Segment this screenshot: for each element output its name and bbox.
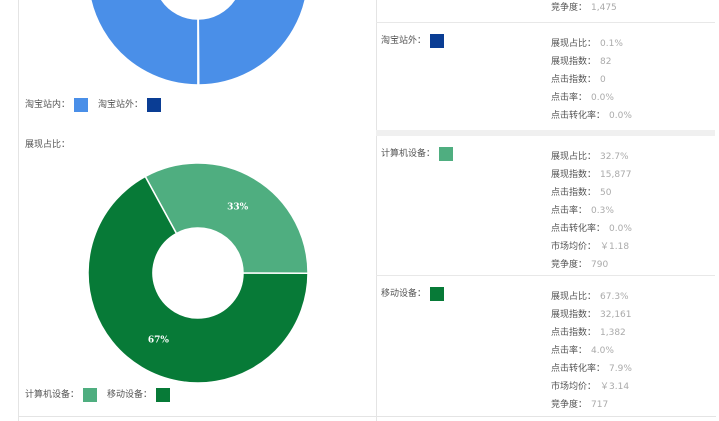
legend-mobile[interactable]: 移动设备： <box>107 387 171 402</box>
legend-label: 淘宝站内： <box>25 100 71 110</box>
stat-value: 0.3% <box>591 206 614 216</box>
stats-row: 移动设备： 展现占比： 67.3% 展现指数： 32,161 点击指数： 1,382 点击率：… <box>376 275 715 417</box>
stat-key: 点击转化率： <box>551 364 606 374</box>
stat-item: 竞争度： 717 <box>551 396 632 414</box>
stat-value: 1,382 <box>600 328 626 338</box>
stat-item: 展现占比： 0.1% <box>551 35 632 53</box>
stat-key: 竞争度： <box>551 3 588 13</box>
stat-key: 展现占比： <box>551 152 597 162</box>
bottom-border <box>18 416 716 417</box>
stat-item: 点击指数： 0 <box>551 71 632 89</box>
stat-item: 展现指数： 32,161 <box>551 306 632 324</box>
stat-value: 1,475 <box>591 3 617 13</box>
stat-key: 展现占比： <box>551 39 597 49</box>
row-label-text: 淘宝站外： <box>381 36 427 46</box>
row-label: 移动设备： <box>381 286 445 301</box>
stat-value: ￥1.18 <box>600 242 630 252</box>
stat-key: 展现指数： <box>551 170 597 180</box>
stat-key: 展现指数： <box>551 310 597 320</box>
stat-item: 展现指数： 82 <box>551 53 632 71</box>
stat-value: 7.9% <box>609 364 632 374</box>
legend-swatch <box>83 387 98 402</box>
stat-key: 点击率： <box>551 206 588 216</box>
legend-label: 移动设备： <box>107 390 153 400</box>
panel-border <box>18 0 19 421</box>
stat-item: 点击转化率： 0.0% <box>551 107 632 125</box>
legend-label: 淘宝站外： <box>98 100 144 110</box>
row-label-text: 移动设备： <box>381 289 427 299</box>
stat-item: 点击率： 0.3% <box>551 202 632 220</box>
legend-label: 计算机设备： <box>25 390 80 400</box>
stat-item: 展现占比： 32.7% <box>551 148 632 166</box>
chart-title: 展现占比： <box>25 140 71 150</box>
panel-divider <box>376 0 377 421</box>
stat-value: 32,161 <box>600 310 632 320</box>
stat-key: 点击指数： <box>551 328 597 338</box>
legend-taobao-out[interactable]: 淘宝站外： <box>98 97 162 112</box>
charts-svg: 33% 67% <box>87 0 309 384</box>
stat-item: 点击率： 0.0% <box>551 89 632 107</box>
stat-item: 展现指数： 15,877 <box>551 166 632 184</box>
color-swatch <box>430 286 445 301</box>
device-donut-chart: 33% 67% <box>87 162 309 384</box>
stat-item: 展现占比： 67.3% <box>551 288 632 306</box>
stat-value: 0 <box>600 75 606 85</box>
stat-value: 717 <box>591 400 609 410</box>
legend-taobao-in[interactable]: 淘宝站内： <box>25 97 89 112</box>
stat-value: 0.1% <box>600 39 623 49</box>
row-label-text: 计算机设备： <box>381 149 436 159</box>
stat-key: 点击转化率： <box>551 224 606 234</box>
stat-key: 点击率： <box>551 346 588 356</box>
stats-row: 淘宝站外： 展现占比： 0.1% 展现指数： 82 点击指数： 0 点击率： 0.0% 点击转化率… <box>376 22 715 131</box>
stat-value: 790 <box>591 260 609 270</box>
channel-donut-chart <box>90 0 306 86</box>
legend-swatch <box>156 387 171 402</box>
stat-value: 0.0% <box>609 224 632 234</box>
stat-key: 竞争度： <box>551 260 588 270</box>
stats-row: 竞争度： 1,475 <box>376 0 715 13</box>
stat-key: 市场均价： <box>551 382 597 392</box>
stat-key: 展现占比： <box>551 292 597 302</box>
stat-item: 点击率： 4.0% <box>551 342 632 360</box>
stat-item: 点击指数： 50 <box>551 184 632 202</box>
stat-key: 点击指数： <box>551 188 597 198</box>
stat-item: 市场均价： ￥3.14 <box>551 378 632 396</box>
stat-item: 点击转化率： 0.0% <box>551 220 632 238</box>
stat-key: 展现指数： <box>551 57 597 67</box>
stat-key: 竞争度： <box>551 400 588 410</box>
stat-key: 市场均价： <box>551 242 597 252</box>
stat-value: 32.7% <box>600 152 629 162</box>
stat-value: 0.0% <box>591 93 614 103</box>
stats-row: 计算机设备： 展现占比： 32.7% 展现指数： 15,877 点击指数： 50 点击率： 0.… <box>376 130 715 281</box>
data-label: 33% <box>227 202 249 212</box>
data-label: 67% <box>148 336 170 346</box>
stat-item: 竞争度： 790 <box>551 256 632 274</box>
stat-key: 点击转化率： <box>551 111 606 121</box>
legend-swatch <box>147 97 162 112</box>
stat-key: 点击指数： <box>551 75 597 85</box>
legend-computer[interactable]: 计算机设备： <box>25 387 98 402</box>
pie-slice[interactable] <box>197 18 200 86</box>
stat-item: 市场均价： ￥1.18 <box>551 238 632 256</box>
stat-value: ￥3.14 <box>600 382 630 392</box>
stat-value: 15,877 <box>600 170 632 180</box>
stat-item: 竞争度： 1,475 <box>551 0 617 17</box>
stat-value: 0.0% <box>609 111 632 121</box>
color-swatch <box>430 33 445 48</box>
stat-value: 4.0% <box>591 346 614 356</box>
row-label: 淘宝站外： <box>381 33 445 48</box>
stat-item: 点击指数： 1,382 <box>551 324 632 342</box>
pie-slice[interactable] <box>87 175 309 384</box>
stat-value: 82 <box>600 57 612 67</box>
legend-swatch <box>74 97 89 112</box>
stat-value: 50 <box>600 188 612 198</box>
pie-slice[interactable] <box>144 162 309 275</box>
color-swatch <box>439 146 454 161</box>
row-label: 计算机设备： <box>381 146 454 161</box>
stat-value: 67.3% <box>600 292 629 302</box>
stat-item: 点击转化率： 7.9% <box>551 360 632 378</box>
stat-key: 点击率： <box>551 93 588 103</box>
